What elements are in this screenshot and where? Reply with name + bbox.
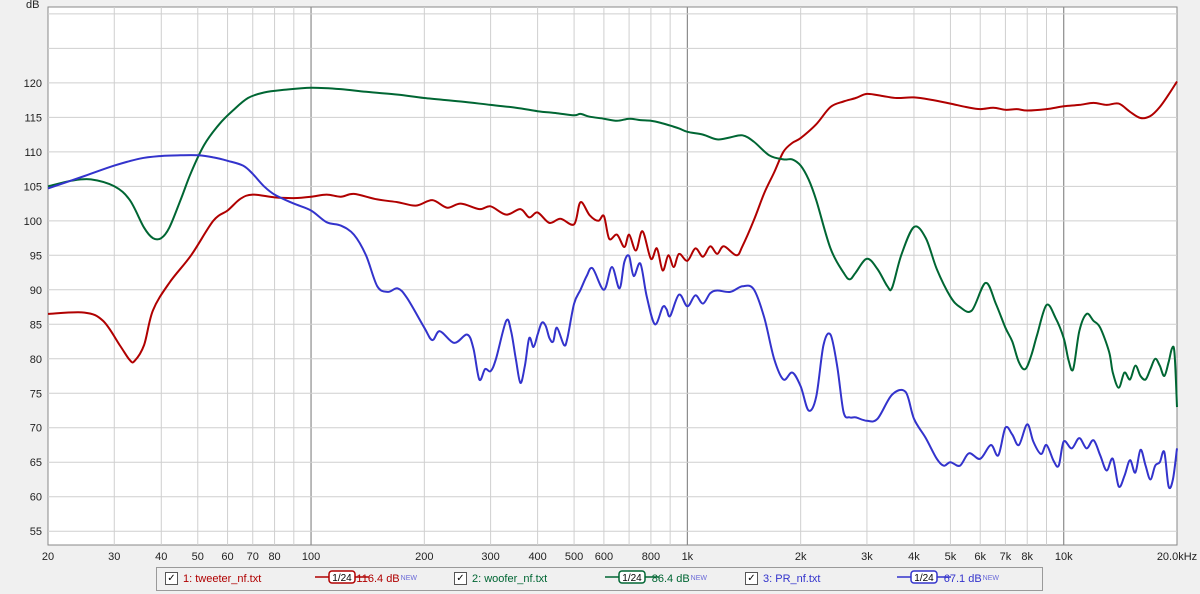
x-tick-label: 400: [528, 551, 546, 563]
y-tick-label: 90: [30, 285, 42, 297]
x-tick-label: 7k: [1000, 551, 1012, 563]
x-tick-label: 30: [108, 551, 120, 563]
checkbox[interactable]: ✓: [454, 572, 467, 585]
x-tick-label: 2k: [795, 551, 807, 563]
x-tick-label: 4k: [908, 551, 920, 563]
x-tick-label: 8k: [1021, 551, 1033, 563]
series-line-2: [47, 86, 1178, 408]
y-tick-label: 100: [24, 216, 42, 228]
trace-name: 2: woofer_nf.txt: [472, 573, 548, 585]
x-tick-label: 60: [221, 551, 233, 563]
smoothing-icon-woofer[interactable]: 1/24: [605, 570, 659, 584]
svg-text:1/24: 1/24: [914, 573, 934, 584]
y-tick-label: 85: [30, 319, 42, 331]
smoothing-icon-tweeter[interactable]: 1/24: [315, 570, 369, 584]
checkbox[interactable]: ✓: [165, 572, 178, 585]
x-tick-label: 70: [247, 551, 259, 563]
new-badge: NEW: [982, 575, 999, 582]
x-tick-label: 80: [268, 551, 280, 563]
trace-value: 116.4 dB: [356, 573, 400, 585]
y-tick-label: 120: [24, 78, 42, 90]
smoothing-glyph: 1/24: [315, 570, 369, 584]
x-tick-label: 3k: [861, 551, 873, 563]
svg-text:1/24: 1/24: [622, 573, 642, 584]
new-badge: NEW: [400, 575, 417, 582]
x-tick-label: 300: [481, 551, 499, 563]
x-tick-label: 50: [192, 551, 204, 563]
x-tick-label: 1k: [682, 551, 694, 563]
y-tick-label: 70: [30, 423, 42, 435]
smoothing-glyph: 1/24: [605, 570, 659, 584]
series-line-1: [47, 80, 1178, 364]
x-tick-label: 20: [42, 551, 54, 563]
plot-area: [47, 6, 1178, 546]
x-tick-labels: 20 30 40 50 60 70 80 100 200 300 400 500 600 800 1k 2k 3…: [42, 551, 1197, 563]
x-tick-label: 6k: [974, 551, 986, 563]
y-tick-labels: 55 60 65 70 75 80 85 90 95 100 105 110 115 120: [24, 78, 42, 538]
y-axis-label: dB: [26, 0, 39, 11]
y-tick-label: 65: [30, 457, 42, 469]
trace-name: 3: PR_nf.txt: [763, 573, 821, 585]
x-tick-label: 100: [302, 551, 320, 563]
y-tick-label: 105: [24, 181, 42, 193]
x-tick-label: 40: [155, 551, 167, 563]
x-tick-label: 600: [595, 551, 613, 563]
y-tick-label: 55: [30, 526, 42, 538]
checkbox[interactable]: ✓: [745, 572, 758, 585]
trace-value: 86.4 dB: [651, 573, 690, 585]
y-tick-label: 60: [30, 492, 42, 504]
series-line-3: [47, 154, 1178, 490]
y-tick-label: 95: [30, 250, 42, 262]
x-tick-label: 200: [415, 551, 433, 563]
smoothing-icon-pr[interactable]: 1/24: [897, 570, 951, 584]
trace-value: 67.1 dB: [943, 573, 982, 585]
x-tick-label: 800: [642, 551, 660, 563]
x-tick-label: 20.0kHz: [1157, 551, 1197, 563]
x-tick-label: 5k: [945, 551, 957, 563]
y-tick-label: 80: [30, 354, 42, 366]
y-tick-label: 75: [30, 388, 42, 400]
x-tick-label: 10k: [1055, 551, 1073, 563]
grid: [48, 7, 1177, 545]
frequency-response-chart[interactable]: 55 60 65 70 75 80 85 90 95 100 105 110 115 120 20 30 40…: [0, 0, 1200, 566]
smoothing-glyph: 1/24: [897, 570, 951, 584]
y-tick-label: 110: [24, 147, 42, 159]
x-tick-label: 500: [565, 551, 583, 563]
trace-name: 1: tweeter_nf.txt: [183, 573, 262, 585]
legend: ✓ 1: tweeter_nf.txt 1/24 116.4 dBNEW ✓ 2…: [156, 567, 1043, 591]
new-badge: NEW: [690, 575, 707, 582]
series-lines: [47, 80, 1178, 490]
y-tick-label: 115: [24, 112, 42, 124]
svg-text:1/24: 1/24: [332, 573, 352, 584]
